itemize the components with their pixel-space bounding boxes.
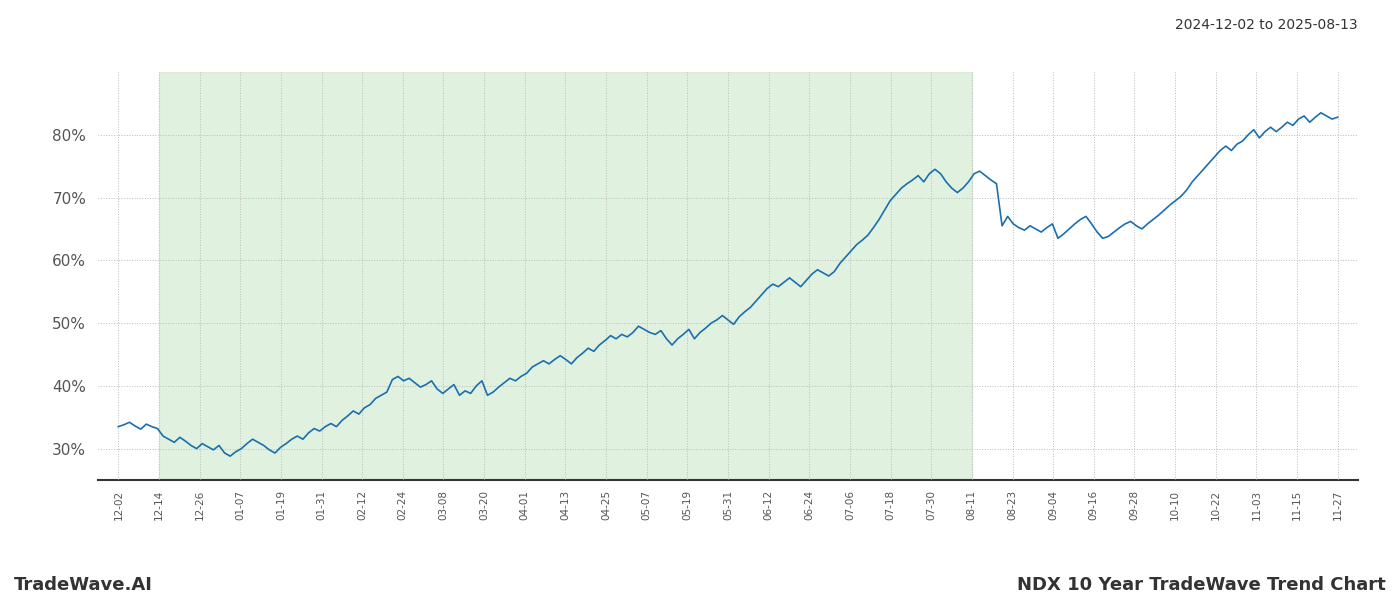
Text: TradeWave.AI: TradeWave.AI: [14, 576, 153, 594]
Text: NDX 10 Year TradeWave Trend Chart: NDX 10 Year TradeWave Trend Chart: [1018, 576, 1386, 594]
Text: 2024-12-02 to 2025-08-13: 2024-12-02 to 2025-08-13: [1176, 18, 1358, 32]
Bar: [160, 72, 972, 480]
